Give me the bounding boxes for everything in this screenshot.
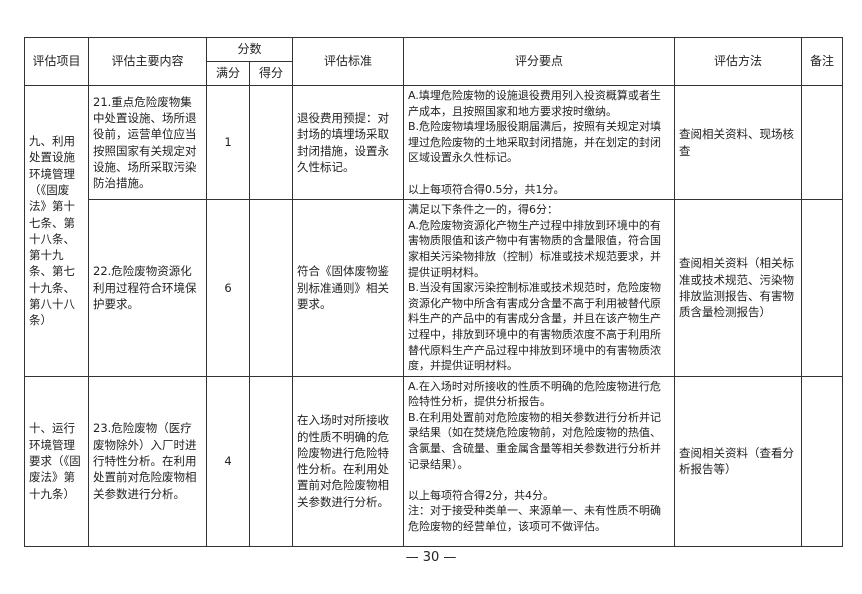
points-cell: A.填埋危险废物的设施退役费用列入投资概算或者生产成本，且按照国家和地方要求按时…	[403, 84, 675, 201]
header-item: 评估项目	[24, 37, 89, 86]
header-remark: 备注	[801, 37, 843, 86]
standard-cell: 退役费用预提：对封场的填埋场采取封闭措施，设置永久性标记。	[292, 84, 404, 201]
content-cell: 22.危险废物资源化利用过程符合环境保护要求。	[88, 199, 207, 377]
full-score-cell: 6	[206, 199, 250, 377]
evaluation-table: 评估项目 评估主要内容 分数 评估标准 评分要点 评估方法 备注 满分 得分 九…	[24, 37, 843, 547]
got-score-cell	[249, 375, 293, 547]
got-score-cell	[249, 199, 293, 377]
table-row: 22.危险废物资源化利用过程符合环境保护要求。 6 符合《固体废物鉴别标准通则》…	[25, 199, 843, 377]
table-row: 十、运行环境管理要求（《固废法》第十九条） 23.危险废物（医疗废物除外）入厂时…	[24, 375, 843, 547]
remark-cell	[801, 199, 843, 377]
table-row: 九、利用处置设施环境管理（《固废法》第十七条、第十八条、第十九条、第七十九条、第…	[24, 84, 843, 377]
header-score: 分数	[206, 37, 293, 62]
content-cell: 21.重点危险废物集中处置设施、场所退役前，运营单位应当按照国家有关规定对设施、…	[88, 84, 207, 201]
points-cell: A.在入场时对所接收的性质不明确的危险废物进行危险特性分析，提供分析报告。 B.…	[403, 375, 675, 547]
points-cell: 满足以下条件之一的，得6分： A.危险废物资源化产物生产过程中排放到环境中的有害…	[403, 199, 675, 377]
method-cell: 查阅相关资料、现场核查	[674, 84, 802, 201]
header-content: 评估主要内容	[88, 37, 207, 86]
got-score-cell	[249, 84, 293, 201]
header-got-score: 得分	[249, 61, 293, 86]
item-cell: 九、利用处置设施环境管理（《固废法》第十七条、第十八条、第十九条、第七十九条、第…	[24, 85, 89, 377]
page-number: — 30 —	[405, 550, 457, 565]
standard-cell: 在入场时对所接收的性质不明确的危险废物进行危险特性分析。在利用处置前对危险废物相…	[292, 375, 404, 547]
method-cell: 查阅相关资料（查看分析报告等）	[674, 375, 802, 547]
content-cell: 23.危险废物（医疗废物除外）入厂时进行特性分析。在利用处置前对危险废物相关参数…	[88, 375, 207, 547]
method-cell: 查阅相关资料（相关标准或技术规范、污染物排放监测报告、有害物质含量检测报告）	[674, 199, 802, 377]
header-points: 评分要点	[403, 37, 675, 86]
full-score-cell: 4	[206, 375, 250, 547]
header-method: 评估方法	[674, 37, 802, 86]
remark-cell	[801, 375, 843, 547]
header-full-score: 满分	[206, 61, 250, 86]
remark-cell	[801, 84, 843, 201]
full-score-cell: 1	[206, 84, 250, 201]
item-cell: 十、运行环境管理要求（《固废法》第十九条）	[24, 375, 89, 547]
standard-cell: 符合《固体废物鉴别标准通则》相关要求。	[292, 199, 404, 377]
header-standard: 评估标准	[292, 37, 404, 86]
